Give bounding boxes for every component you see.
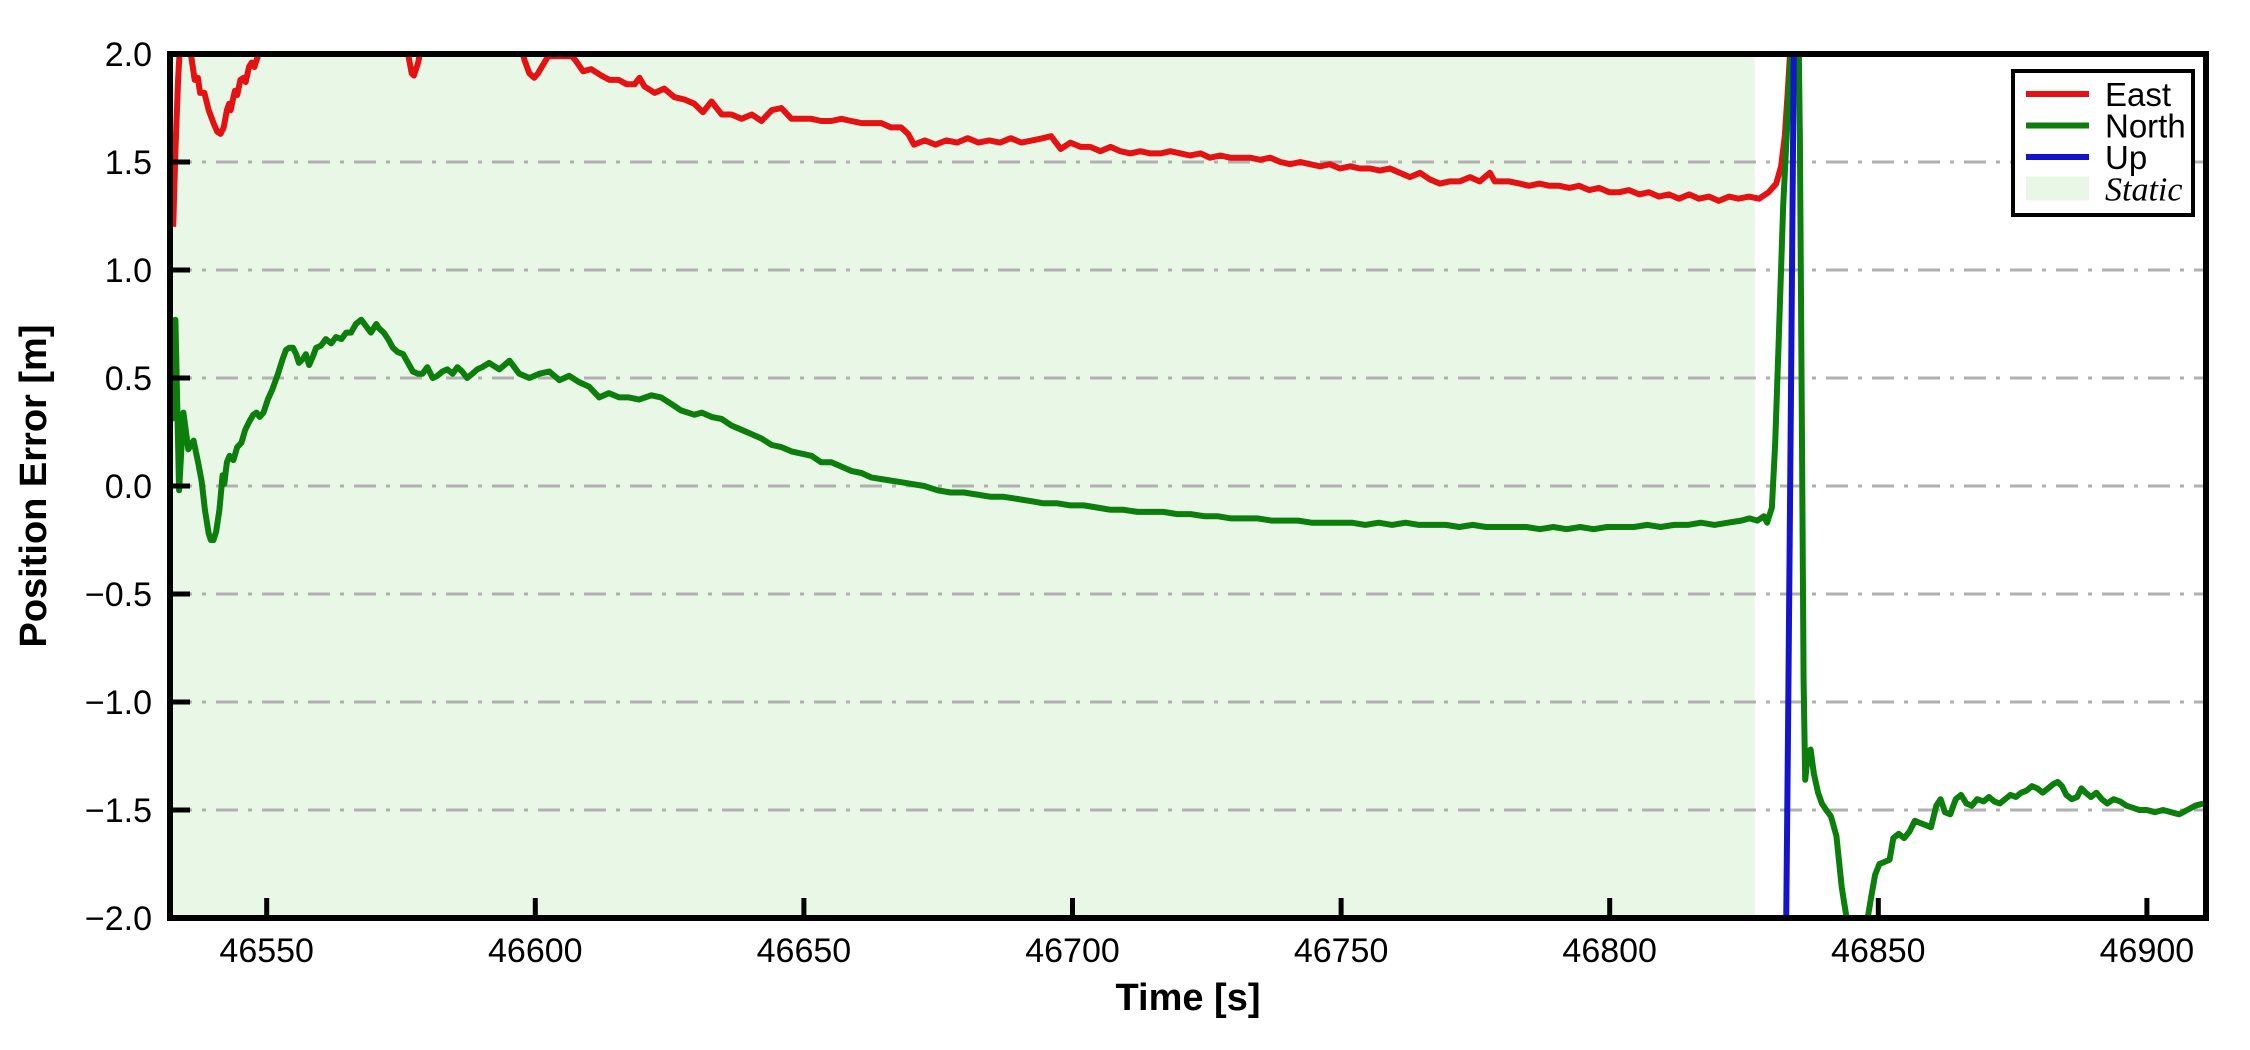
legend-item-east: East [2026, 76, 2171, 113]
legend-label-north: North [2105, 108, 2186, 145]
y-axis-label: Position Error [m] [13, 324, 55, 647]
x-tick-label-46900: 46900 [2100, 932, 2195, 970]
y-tick-label-1: 1.0 [105, 252, 152, 290]
series-line-up [1783, 54, 1797, 918]
x-tick-label-46650: 46650 [757, 932, 852, 970]
legend-item-up: Up [2026, 139, 2147, 176]
x-tick-label-46600: 46600 [488, 932, 583, 970]
x-tick-label-46750: 46750 [1294, 932, 1389, 970]
legend-swatch-static [2026, 176, 2089, 201]
y-tick-label-0: 0.0 [105, 468, 152, 506]
x-tick-label-46850: 46850 [1831, 932, 1926, 970]
legend-item-static: Static [2026, 172, 2182, 209]
plot-spines [167, 51, 2209, 921]
y-tick-label--1.5: −1.5 [85, 792, 152, 830]
legend-label-east: East [2105, 76, 2171, 113]
x-tick-label-46700: 46700 [1025, 932, 1120, 970]
series-group [170, 54, 2205, 918]
y-tick-label-1.5: 1.5 [105, 144, 152, 182]
series-line-east [170, 54, 1794, 227]
y-tick-label-2: 2.0 [105, 36, 152, 74]
y-tick-label--1: −1.0 [85, 684, 152, 722]
x-tick-label-46550: 46550 [219, 932, 314, 970]
legend-label-up: Up [2105, 139, 2147, 176]
x-tick-label-46800: 46800 [1562, 932, 1657, 970]
series-line-north [170, 54, 2205, 918]
y-tick-label--0.5: −0.5 [85, 576, 152, 614]
legend-item-north: North [2026, 108, 2186, 145]
grid [170, 160, 2206, 812]
ticks: 46550 46600 46650 46700 46750 46800 46850 46900… [85, 36, 2194, 970]
y-tick-label--2: −2.0 [85, 900, 152, 938]
y-tick-label-0.5: 0.5 [105, 360, 152, 398]
x-axis-label: Time [s] [1115, 977, 1260, 1019]
legend-label-static: Static [2105, 172, 2182, 209]
